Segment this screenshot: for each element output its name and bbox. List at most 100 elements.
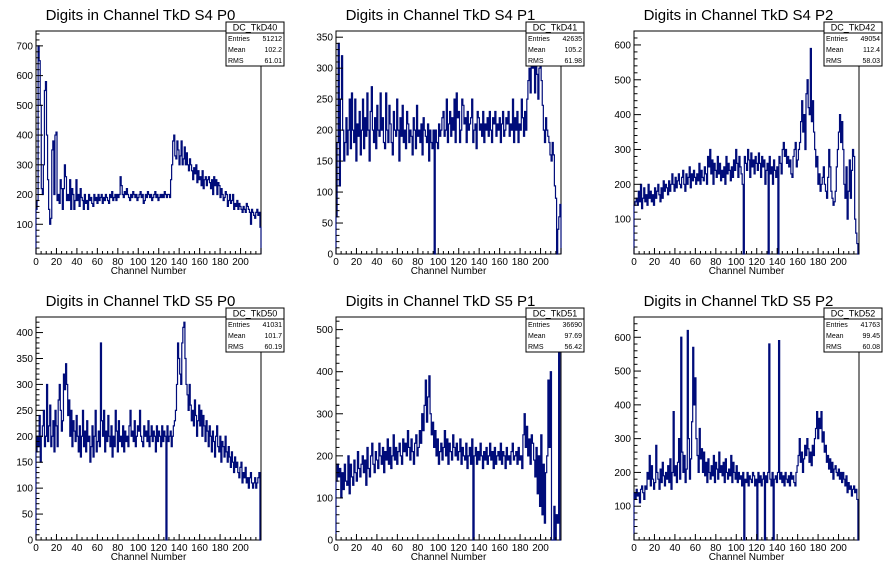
chart-title: Digits in Channel TkD S5 P1: [346, 293, 536, 310]
x-tick-label: 20: [51, 257, 63, 268]
stats-box: DC_TkD52 Entries 41763 Mean 99.45 RMS 60.08: [823, 307, 883, 353]
stats-value: 61.98: [564, 58, 582, 65]
stats-key: Mean: [528, 333, 546, 340]
x-tick-label: 80: [112, 543, 124, 554]
x-tick-label: 40: [71, 257, 83, 268]
x-axis-label: Channel Number: [709, 266, 785, 277]
x-axis-label: Channel Number: [709, 552, 785, 563]
y-tick-label: 100: [614, 502, 631, 513]
x-tick-label: 200: [830, 257, 847, 268]
x-tick-label: 140: [471, 543, 488, 554]
stats-title: DC_TkD42: [831, 23, 876, 33]
stats-title: DC_TkD41: [533, 23, 578, 33]
histogram-line: [35, 321, 261, 541]
stats-box: DC_TkD42 Entries 49054 Mean 112.4 RMS 58.03: [823, 21, 883, 67]
x-tick-label: 80: [412, 257, 424, 268]
stats-frame: [225, 21, 285, 67]
y-tick-label: 350: [16, 354, 33, 365]
chart-title: Digits in Channel TkD S5 P0: [46, 293, 236, 310]
stats-key: Entries: [228, 36, 250, 43]
stats-key: Entries: [528, 322, 550, 329]
stats-frame: [823, 307, 883, 353]
x-tick-label: 80: [710, 543, 722, 554]
x-tick-label: 20: [351, 257, 363, 268]
x-tick-label: 100: [130, 257, 147, 268]
y-tick-label: 100: [614, 215, 631, 226]
y-tick-label: 200: [614, 180, 631, 191]
x-tick-label: 20: [649, 257, 661, 268]
x-tick-label: 80: [412, 543, 424, 554]
stats-value: 36690: [563, 322, 583, 329]
stats-value: 102.2: [264, 47, 282, 54]
x-tick-label: 60: [92, 543, 104, 554]
chart-title: Digits in Channel TkD S5 P2: [644, 293, 834, 310]
x-tick-label: 40: [371, 257, 383, 268]
x-tick-label: 100: [728, 543, 745, 554]
x-axis-label: Channel Number: [411, 552, 487, 563]
x-tick-label: 200: [830, 543, 847, 554]
y-tick-label: 150: [16, 458, 33, 469]
stats-box: DC_TkD50 Entries 41031 Mean 101.7 RMS 60.19: [225, 307, 285, 353]
stats-value: 41031: [263, 322, 283, 329]
plot-frame: [633, 30, 860, 255]
stats-frame: [525, 21, 585, 67]
x-tick-label: 60: [690, 257, 702, 268]
y-tick-label: 700: [16, 41, 33, 52]
x-tick-label: 120: [748, 543, 765, 554]
y-tick-label: 400: [614, 400, 631, 411]
y-tick-label: 400: [16, 328, 33, 339]
stats-box: DC_TkD41 Entries 42635 Mean 105.2 RMS 61.98: [525, 21, 585, 67]
y-tick-label: 0: [27, 536, 33, 547]
chart-title: Digits in Channel TkD S4 P2: [644, 7, 834, 24]
plot-frame: [35, 30, 262, 255]
x-tick-label: 0: [33, 543, 39, 554]
x-tick-label: 0: [631, 257, 637, 268]
stats-title: DC_TkD50: [233, 309, 278, 319]
x-tick-label: 160: [491, 257, 508, 268]
y-tick-label: 200: [316, 451, 333, 462]
x-tick-label: 100: [430, 543, 447, 554]
stats-title: DC_TkD51: [533, 309, 578, 319]
stats-key: Mean: [826, 47, 844, 54]
histogram-line: [335, 36, 562, 255]
y-tick-label: 600: [16, 71, 33, 82]
stats-key: RMS: [528, 58, 544, 65]
stats-value: 60.08: [862, 344, 880, 351]
chart-panel: 0 20 40 60 80 100 120 140 160 180 2001002003004005…: [614, 293, 883, 563]
stats-key: Entries: [826, 36, 848, 43]
stats-key: Entries: [826, 322, 848, 329]
x-tick-label: 20: [649, 543, 661, 554]
stats-value: 60.19: [264, 344, 282, 351]
y-tick-label: 400: [16, 131, 33, 142]
x-tick-label: 40: [371, 543, 383, 554]
x-tick-label: 180: [512, 543, 529, 554]
x-tick-label: 40: [669, 257, 681, 268]
histogram-line: [35, 45, 262, 254]
x-tick-label: 180: [512, 257, 529, 268]
y-tick-label: 200: [614, 468, 631, 479]
x-tick-label: 180: [810, 257, 827, 268]
stats-value: 58.03: [862, 58, 880, 65]
x-tick-label: 180: [810, 543, 827, 554]
y-tick-label: 600: [614, 333, 631, 344]
stats-frame: [225, 307, 285, 353]
x-tick-label: 60: [92, 257, 104, 268]
histogram-line: [335, 329, 561, 541]
stats-key: Entries: [228, 322, 250, 329]
stats-key: RMS: [528, 344, 544, 351]
x-tick-label: 100: [130, 543, 147, 554]
stats-box: DC_TkD51 Entries 36690 Mean 97.69 RMS 56.42: [525, 307, 585, 353]
chart-panel: 0 20 40 60 80 100 120 140 160 180 2001002003004005…: [16, 7, 285, 277]
x-tick-label: 120: [450, 257, 467, 268]
y-tick-label: 250: [316, 95, 333, 106]
stats-key: RMS: [228, 58, 244, 65]
stats-frame: [525, 307, 585, 353]
y-tick-label: 50: [322, 219, 334, 230]
x-tick-label: 0: [333, 543, 339, 554]
stats-value: 61.01: [264, 58, 282, 65]
y-tick-label: 250: [16, 406, 33, 417]
stats-key: Mean: [228, 47, 246, 54]
histogram-line: [633, 329, 859, 541]
y-tick-label: 500: [614, 367, 631, 378]
y-tick-label: 100: [316, 493, 333, 504]
